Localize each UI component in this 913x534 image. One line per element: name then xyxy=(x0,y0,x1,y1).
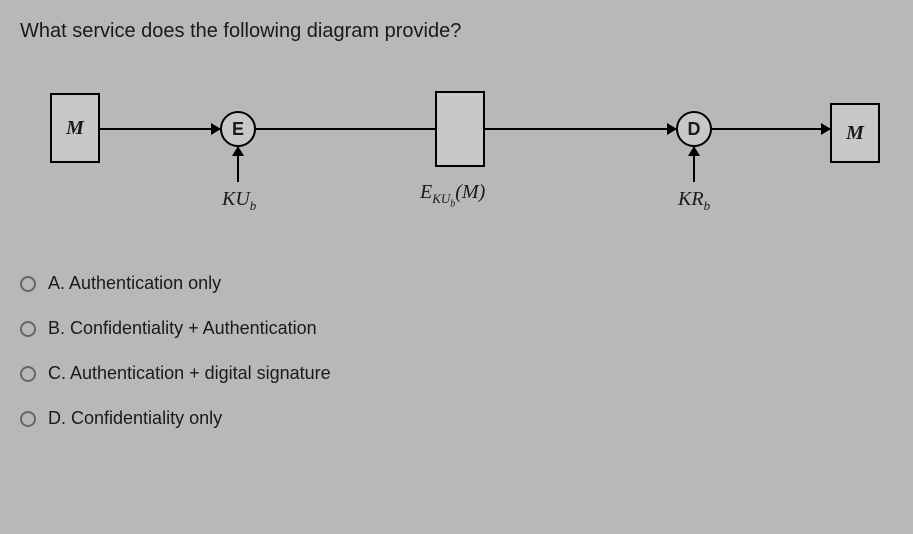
crypto-diagram: M E KUb EKUb(M) D KRb M xyxy=(20,83,893,243)
arrow-m-to-e xyxy=(100,128,220,130)
ciphertext-box xyxy=(435,91,485,167)
arrow-cipher-to-d xyxy=(485,128,676,130)
answer-options: A. Authentication only B. Confidentialit… xyxy=(20,273,893,429)
option-d[interactable]: D. Confidentiality only xyxy=(20,408,893,429)
option-d-label: D. Confidentiality only xyxy=(48,408,222,429)
option-a[interactable]: A. Authentication only xyxy=(20,273,893,294)
arrow-kr-to-d xyxy=(693,147,695,182)
option-a-label: A. Authentication only xyxy=(48,273,221,294)
radio-icon xyxy=(20,321,36,337)
encrypt-node: E xyxy=(220,111,256,147)
message-dest-box: M xyxy=(830,103,880,163)
option-b[interactable]: B. Confidentiality + Authentication xyxy=(20,318,893,339)
message-source-label: M xyxy=(66,117,84,140)
radio-icon xyxy=(20,411,36,427)
question-text: What service does the following diagram … xyxy=(20,20,893,43)
option-b-label: B. Confidentiality + Authentication xyxy=(48,318,317,339)
radio-icon xyxy=(20,276,36,292)
radio-icon xyxy=(20,366,36,382)
option-c-label: C. Authentication + digital signature xyxy=(48,363,331,384)
encrypt-label: E xyxy=(232,119,244,140)
private-key-label: KRb xyxy=(678,188,710,214)
ciphertext-label: EKUb(M) xyxy=(420,181,485,210)
decrypt-label: D xyxy=(688,119,701,140)
line-e-to-cipher xyxy=(256,128,435,130)
public-key-label: KUb xyxy=(222,188,256,214)
decrypt-node: D xyxy=(676,111,712,147)
arrow-d-to-m xyxy=(712,128,830,130)
message-source-box: M xyxy=(50,93,100,163)
arrow-ku-to-e xyxy=(237,147,239,182)
message-dest-label: M xyxy=(846,122,864,145)
option-c[interactable]: C. Authentication + digital signature xyxy=(20,363,893,384)
